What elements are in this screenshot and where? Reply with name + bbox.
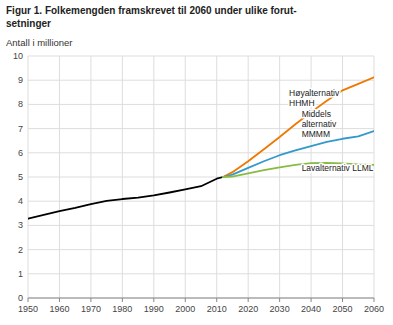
x-tick-label: 2000 (175, 304, 195, 314)
grid-line (28, 298, 374, 299)
y-tick-label: 7 (18, 124, 23, 134)
grid-line (248, 56, 249, 298)
y-tick-label: 6 (18, 148, 23, 158)
x-tick-label: 1990 (144, 304, 164, 314)
x-tick-label: 1980 (112, 304, 132, 314)
x-tick (374, 298, 375, 302)
series-line (223, 77, 374, 177)
grid (28, 56, 374, 298)
annotation-line: alternativ (302, 119, 337, 129)
x-tick (59, 298, 60, 302)
x-tick (342, 298, 343, 302)
grid-line (28, 201, 374, 202)
annotation-line: Lavalternativ LLML (302, 163, 374, 173)
grid-line (28, 273, 374, 274)
y-tick-label: 10 (13, 51, 23, 61)
title: Figur 1. Folkemengden framskrevet til 20… (6, 5, 297, 29)
x-tick-label: 2050 (333, 304, 353, 314)
x-tick (279, 298, 280, 302)
grid-line (28, 177, 374, 178)
annotation-line: HHMH (289, 98, 315, 108)
grid-line (122, 56, 123, 298)
x-tick-label: 2060 (364, 304, 384, 314)
grid-line (216, 56, 217, 298)
y-tick-label: 2 (18, 245, 23, 255)
x-tick (28, 298, 29, 302)
grid-line (28, 225, 374, 226)
title-line: setninger (6, 18, 51, 29)
grid-line (90, 56, 91, 298)
x-tick-label: 1960 (49, 304, 69, 314)
x-tick (153, 298, 154, 302)
x-tick (216, 298, 217, 302)
title-line: Figur 1. Folkemengden framskrevet til 20… (6, 5, 297, 16)
y-tick-label: 8 (18, 99, 23, 109)
y-tick-label: 9 (18, 75, 23, 85)
y-tick-label: 5 (18, 172, 23, 182)
x-tick (122, 298, 123, 302)
annotation-line: Høyalternativ (289, 88, 340, 98)
x-tick-label: 2040 (301, 304, 321, 314)
grid-line (28, 152, 374, 153)
y-tick-label: 4 (18, 196, 23, 206)
y-tick-label: 1 (18, 269, 23, 279)
y-tick-label: 3 (18, 220, 23, 230)
grid-line (185, 56, 186, 298)
annotation-line: MMMM (302, 129, 330, 139)
annotation-line: Middels (302, 109, 331, 119)
series-line (223, 163, 374, 177)
x-tick (248, 298, 249, 302)
grid-line (374, 56, 375, 298)
grid-line (342, 56, 343, 298)
annotation: HøyalternativHHMH (289, 88, 340, 108)
grid-line (279, 56, 280, 298)
grid-line (28, 80, 374, 81)
lines (28, 77, 374, 218)
chart: Figur 1. Folkemengden framskrevet til 20… (0, 0, 393, 325)
series-line (28, 177, 223, 219)
annotation: MiddelsalternativMMMM (302, 109, 337, 139)
x-tick-label: 1950 (18, 304, 38, 314)
x-tick-label: 2030 (270, 304, 290, 314)
series-line (223, 131, 374, 177)
grid-line (153, 56, 154, 298)
y-tick-label: 0 (18, 293, 23, 303)
x-tick-label: 2020 (238, 304, 258, 314)
annotation: Lavalternativ LLML (302, 163, 374, 173)
grid-line (28, 249, 374, 250)
x-tick-label: 1970 (81, 304, 101, 314)
x-tick (90, 298, 91, 302)
grid-line (28, 56, 29, 298)
x-tick (185, 298, 186, 302)
grid-line (59, 56, 60, 298)
y-axis-label: Antall i millioner (6, 37, 73, 48)
grid-line (28, 56, 374, 57)
x-tick-label: 2010 (207, 304, 227, 314)
x-axis-line (28, 298, 374, 299)
x-tick (311, 298, 312, 302)
